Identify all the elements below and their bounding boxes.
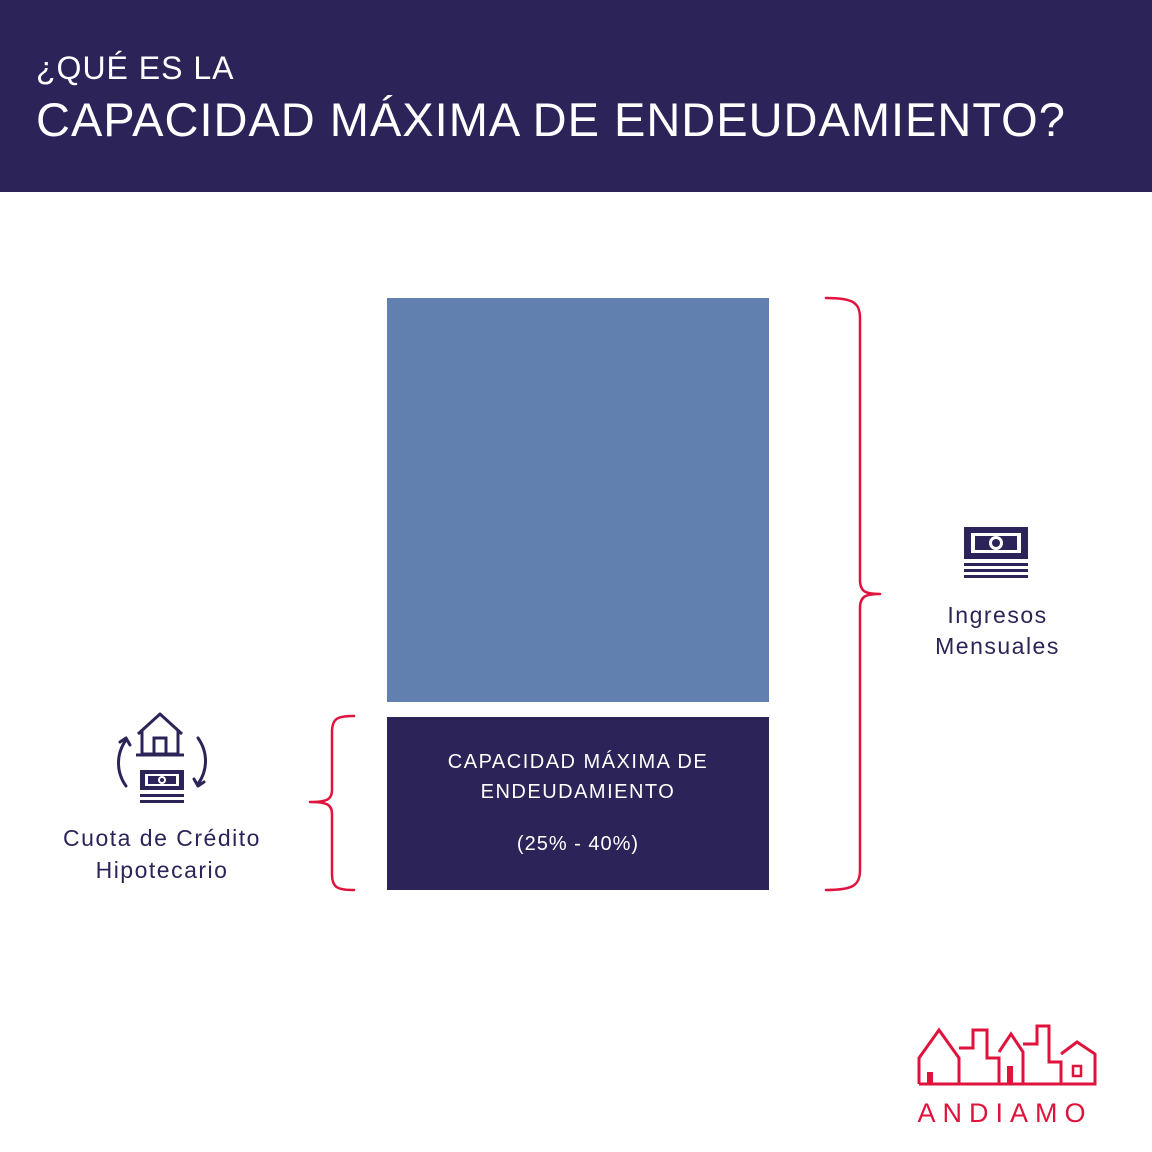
- brand-name: ANDIAMO: [917, 1098, 1093, 1128]
- page-title: CAPACIDAD MÁXIMA DE ENDEUDAMIENTO?: [36, 93, 1066, 146]
- debt-capacity-block: CAPACIDAD MÁXIMA DE ENDEUDAMIENTO (25% -…: [387, 717, 769, 890]
- income-brace: [824, 296, 882, 892]
- city-skyline-logo: [917, 1024, 1097, 1086]
- header-banner: ¿QUÉ ES LA CAPACIDAD MÁXIMA DE ENDEUDAMI…: [0, 0, 1152, 192]
- title-line-1: ¿QUÉ ES LA: [36, 50, 235, 86]
- money-stack-icon: [964, 527, 1028, 578]
- income-label-line-1: Ingresos: [947, 602, 1048, 628]
- income-label-line-2: Mensuales: [935, 633, 1060, 659]
- income-label: Ingresos Mensuales: [905, 600, 1090, 662]
- mortgage-label: Cuota de Crédito Hipotecario: [32, 822, 292, 886]
- debt-capacity-label: CAPACIDAD MÁXIMA DE ENDEUDAMIENTO: [447, 751, 709, 803]
- mortgage-label-line-2: Hipotecario: [95, 857, 229, 883]
- house-money-exchange-icon: [117, 712, 207, 803]
- debt-capacity-range: (25% - 40%): [516, 833, 640, 855]
- mortgage-brace: [308, 714, 356, 892]
- income-block: [387, 298, 769, 702]
- mortgage-label-line-1: Cuota de Crédito: [63, 825, 261, 851]
